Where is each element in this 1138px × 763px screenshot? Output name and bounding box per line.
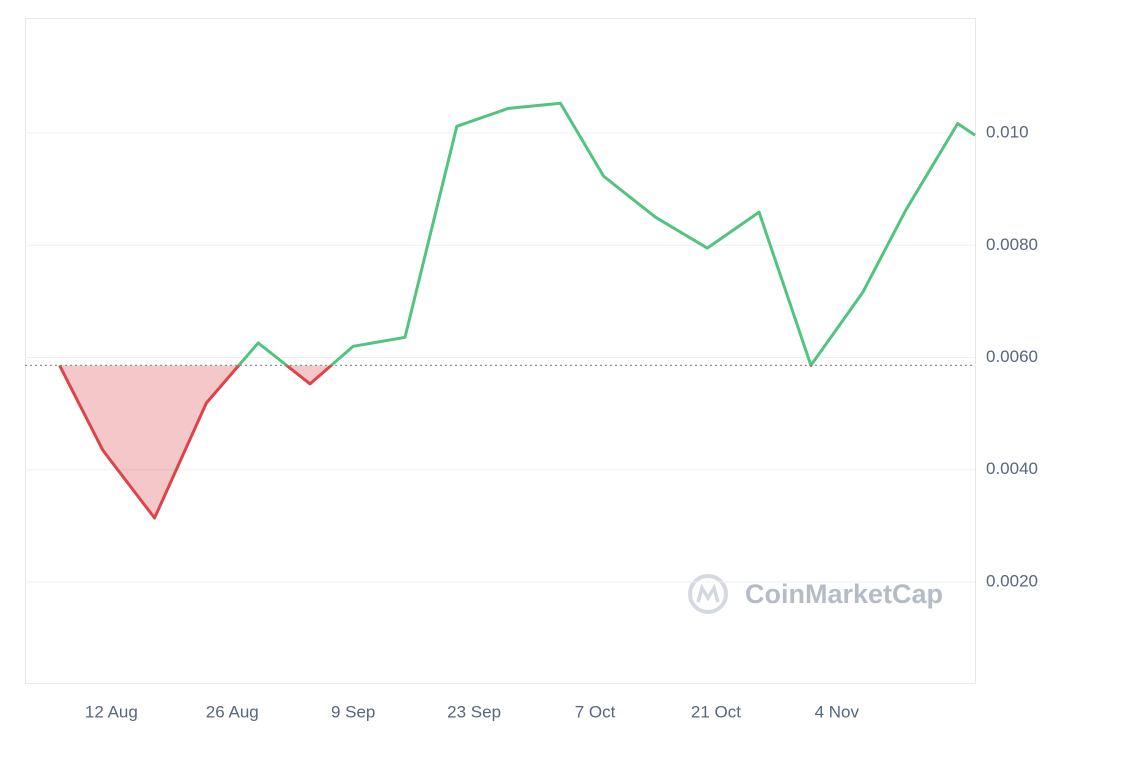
- y-tick-label: 0.0040: [986, 459, 1038, 478]
- x-tick-label: 9 Sep: [331, 702, 375, 721]
- y-tick-label: 0.0020: [986, 571, 1038, 590]
- x-tick-label: 7 Oct: [575, 702, 616, 721]
- watermark: CoinMarketCap: [745, 579, 943, 609]
- x-tick-label: 23 Sep: [447, 702, 501, 721]
- plot-frame: [25, 18, 976, 684]
- y-tick-label: 0.0080: [986, 235, 1038, 254]
- loss-area: [59, 365, 332, 519]
- x-tick-label: 4 Nov: [815, 702, 860, 721]
- price-line-down: [58, 365, 813, 520]
- x-tick-label: 26 Aug: [206, 702, 259, 721]
- x-tick-label: 12 Aug: [85, 702, 138, 721]
- price-line-up: [59, 101, 976, 366]
- y-tick-label: 0.010: [986, 123, 1029, 142]
- y-tick-label: 0.0060: [986, 347, 1038, 366]
- watermark-logo: [688, 574, 728, 614]
- x-tick-label: 21 Oct: [691, 702, 741, 721]
